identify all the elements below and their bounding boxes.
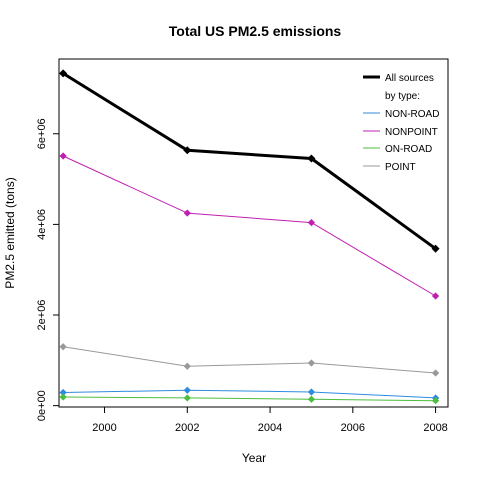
point-point-2002 (183, 362, 191, 370)
x-tick-label-2006: 2006 (341, 422, 365, 434)
x-tick-label-2002: 2002 (175, 422, 199, 434)
point-nonpoint-2008 (431, 292, 440, 300)
chart-title: Total US PM2.5 emissions (169, 23, 342, 39)
x-axis: 2000 2002 2004 2006 2008 (92, 407, 448, 434)
series-line-point (63, 346, 436, 374)
legend-label-all-sources: All sources (385, 73, 434, 84)
point-all-sources-2005 (307, 154, 316, 163)
series-line-non-road (63, 389, 436, 399)
point-on-road-1999 (59, 393, 67, 401)
series-line-nonpoint (62, 155, 436, 297)
point-point-2005 (307, 359, 316, 367)
point-all-sources-2002 (183, 146, 192, 155)
y-tick-label-2: 4e+06 (36, 209, 48, 240)
legend-label-nonpoint: NONPOINT (385, 127, 438, 138)
legend-label-non-road: NON-ROAD (385, 109, 439, 120)
x-tick-label-2004: 2004 (258, 422, 282, 434)
y-tick-label-1: 2e+06 (36, 300, 48, 331)
point-all-sources-2008 (431, 244, 440, 253)
x-axis-label: Year (242, 451, 266, 465)
legend-subtitle: by type: (385, 91, 420, 102)
plot-area-border (58, 58, 449, 408)
y-tick-label-3: 6e+06 (36, 118, 48, 149)
point-on-road-2002 (183, 394, 191, 402)
point-nonpoint-1999 (59, 152, 67, 160)
point-nonpoint-2005 (307, 218, 316, 227)
point-on-road-2005 (307, 395, 316, 403)
point-non-road-2002 (183, 386, 191, 394)
point-non-road-2005 (307, 388, 316, 396)
point-nonpoint-2002 (183, 209, 191, 217)
point-point-2008 (431, 369, 440, 377)
series-layer (59, 69, 440, 405)
legend-label-point: POINT (385, 162, 416, 173)
point-point-1999 (59, 343, 67, 351)
y-axis: 0e+00 2e+06 4e+06 6e+06 (36, 118, 59, 421)
y-tick-label-0: 0e+00 (36, 390, 48, 421)
x-tick-label-2008: 2008 (423, 422, 447, 434)
point-on-road-2008 (431, 397, 440, 405)
x-tick-label-2000: 2000 (92, 422, 116, 434)
legend-label-on-road: ON-ROAD (385, 144, 432, 155)
series-line-on-road (63, 396, 436, 402)
y-axis-label: PM2.5 emitted (tons) (3, 177, 17, 288)
point-all-sources-1999 (59, 69, 68, 78)
series-line-all-sources (62, 72, 437, 250)
legend: All sources by type: NON-ROAD NONPOINT O… (363, 73, 439, 173)
